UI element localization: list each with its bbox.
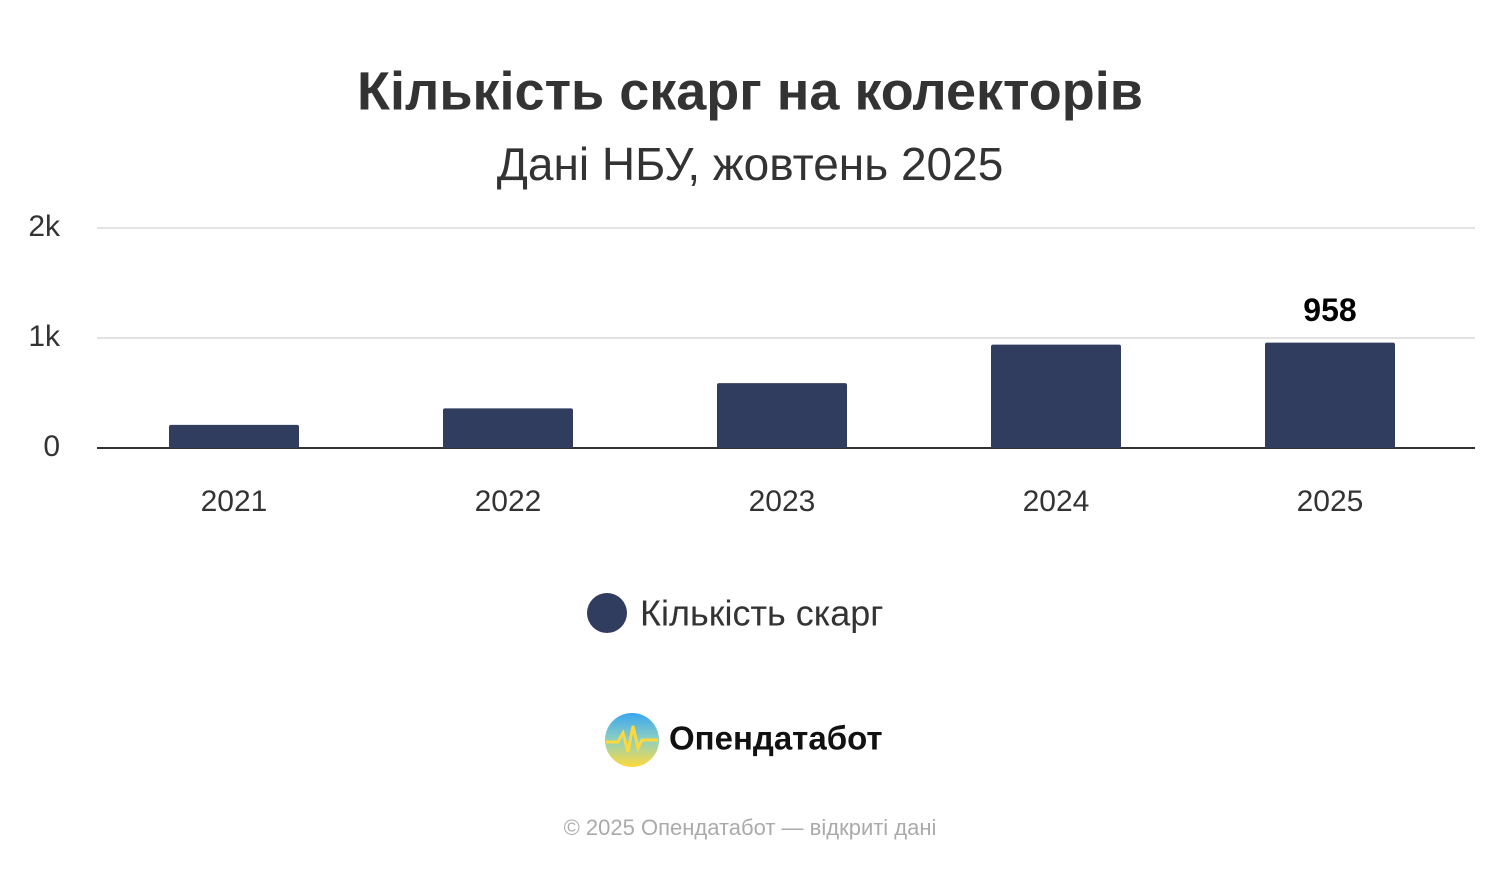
x-tick-label: 2022	[475, 485, 542, 518]
logo-pulse	[606, 725, 658, 753]
bar	[443, 408, 573, 448]
y-tick-label: 1k	[28, 320, 61, 353]
x-tick-label: 2025	[1297, 485, 1364, 518]
y-tick-label: 2k	[28, 210, 61, 243]
logo: Опендатабот	[605, 713, 883, 767]
chart-subtitle: Дані НБУ, жовтень 2025	[497, 138, 1004, 190]
bar	[991, 344, 1121, 448]
chart-title: Кількість скарг на колекторів	[357, 61, 1143, 121]
bar	[1265, 342, 1395, 448]
y-tick-label: 0	[43, 430, 60, 463]
bar	[717, 383, 847, 448]
brand-name: Опендатабот	[669, 720, 883, 757]
legend-marker	[587, 593, 627, 633]
x-tick-label: 2023	[749, 485, 816, 518]
x-tick-label: 2024	[1023, 485, 1090, 518]
bar	[169, 424, 299, 448]
logo-icon	[605, 713, 659, 767]
footer: © 2025 Опендатабот — відкриті дані	[564, 815, 937, 840]
data-label: 958	[1303, 292, 1356, 328]
x-tick-label: 2021	[201, 485, 268, 518]
legend-label: Кількість скарг	[640, 593, 883, 634]
